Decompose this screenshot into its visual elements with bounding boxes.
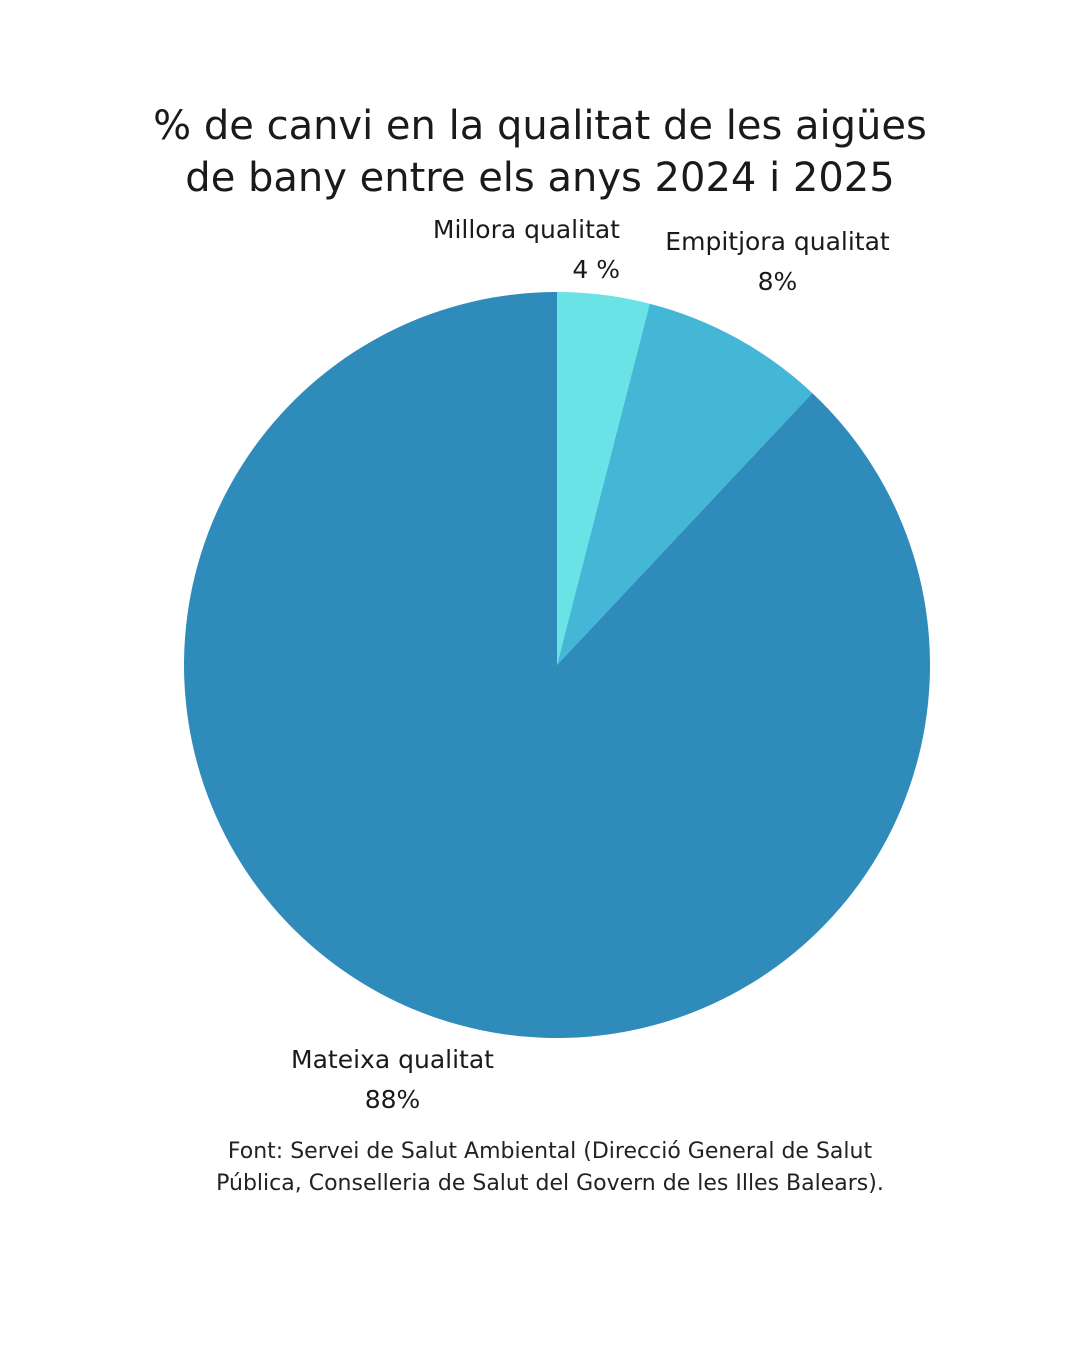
slice-label-empitjora: Empitjora qualitat 8% (645, 222, 910, 302)
chart-title: % de canvi en la qualitat de les aigües … (90, 100, 990, 204)
pie-slice-empitjora-qualitat (557, 303, 813, 665)
slice-label-millora: Millora qualitat 4 % (400, 210, 620, 290)
pie-slice-mateixa-qualitat (184, 292, 931, 1038)
source-note: Font: Servei de Salut Ambiental (Direcci… (140, 1136, 960, 1200)
slice-label-mateixa: Mateixa qualitat 88% (270, 1040, 515, 1120)
source-note-line-2: Pública, Conselleria de Salut del Govern… (216, 1171, 884, 1196)
slice-label-empitjora-value: 8% (757, 267, 798, 296)
slice-label-mateixa-value: 88% (364, 1085, 421, 1114)
slice-label-empitjora-name: Empitjora qualitat (665, 227, 890, 256)
pie-slice-millora-qualitat (557, 292, 650, 665)
slice-label-mateixa-name: Mateixa qualitat (291, 1045, 494, 1074)
chart-title-line-1: % de canvi en la qualitat de les aigües (153, 103, 927, 149)
slice-label-millora-value: 4 % (572, 255, 620, 284)
source-note-line-1: Font: Servei de Salut Ambiental (Direcci… (227, 1139, 873, 1164)
slice-label-millora-name: Millora qualitat (432, 215, 620, 244)
chart-title-line-2: de bany entre els anys 2024 i 2025 (185, 155, 895, 201)
